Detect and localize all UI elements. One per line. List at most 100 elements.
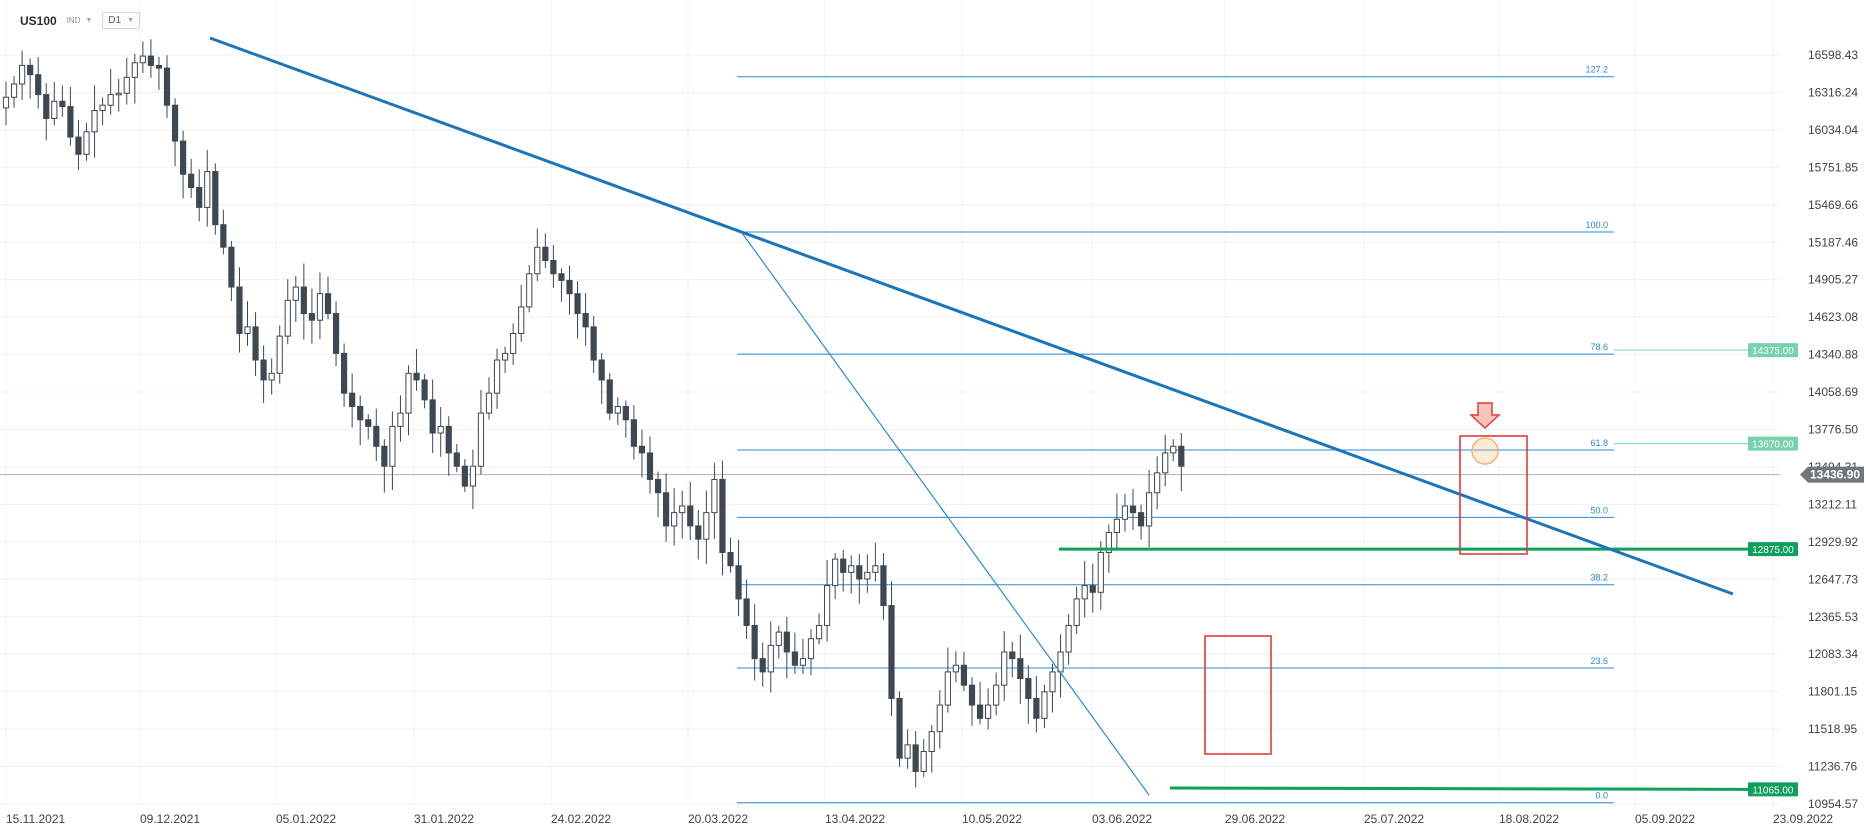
- candle-body: [719, 478, 726, 553]
- candle-body: [341, 352, 348, 394]
- candle-body: [1178, 445, 1185, 467]
- candle-body: [888, 605, 895, 699]
- candle-body: [268, 372, 275, 381]
- candle-body: [791, 651, 798, 666]
- candle-body: [139, 55, 146, 64]
- candle: [896, 691, 903, 767]
- candle: [453, 444, 460, 473]
- x-tick-label: 05.01.2022: [276, 812, 336, 826]
- candle-body: [99, 104, 106, 112]
- candle: [1009, 641, 1016, 678]
- candle-body: [83, 131, 90, 155]
- candle-body: [864, 571, 871, 580]
- candle: [469, 449, 476, 510]
- trendlines: [209, 36, 1734, 796]
- candle: [107, 69, 114, 115]
- candle-body: [204, 171, 211, 208]
- candle: [622, 400, 629, 438]
- fibonacci-level-label: 0.0: [1595, 791, 1608, 801]
- candle: [824, 559, 831, 642]
- highlight-box-june: [1204, 635, 1272, 755]
- candle-body: [743, 598, 750, 626]
- candle-body: [590, 326, 597, 361]
- candle-body: [928, 731, 935, 753]
- candle-body: [1009, 651, 1016, 660]
- candle-body: [67, 106, 74, 138]
- candle: [695, 510, 702, 560]
- candle-body: [155, 64, 163, 69]
- candle: [952, 651, 959, 682]
- candle: [767, 621, 774, 693]
- candle: [292, 275, 299, 322]
- candle-body: [1025, 678, 1032, 699]
- candle-body: [848, 565, 855, 573]
- candle-body: [461, 465, 468, 487]
- candle-body: [35, 74, 42, 96]
- candle-body: [1146, 492, 1153, 527]
- candle-body: [904, 744, 911, 759]
- candle: [1162, 434, 1169, 487]
- candle-body: [1041, 691, 1048, 719]
- main-downtrend-line: [209, 36, 1734, 596]
- instrument-class[interactable]: IND ▼: [67, 16, 93, 25]
- candle-body: [276, 335, 283, 374]
- candle-body: [397, 412, 404, 427]
- candle: [679, 490, 686, 539]
- y-tick-label: 16034.04: [1808, 123, 1858, 137]
- candle-body: [107, 94, 114, 106]
- candle: [807, 629, 815, 676]
- candle: [477, 389, 485, 475]
- level-tag: [1748, 436, 1798, 451]
- candle: [1073, 586, 1080, 635]
- candle-body: [815, 624, 823, 640]
- candle-body: [27, 64, 34, 76]
- x-tick-label: 05.09.2022: [1635, 812, 1695, 826]
- candle-body: [968, 684, 976, 706]
- candle-body: [1137, 512, 1145, 527]
- candle: [936, 690, 943, 749]
- candle-body: [767, 644, 774, 673]
- instrument-class-label: IND: [66, 16, 81, 25]
- candle-body: [284, 299, 291, 337]
- candle: [1065, 614, 1072, 665]
- candle-body: [566, 279, 573, 295]
- y-tick-label: 15751.85: [1808, 160, 1858, 174]
- candle-body: [357, 405, 364, 421]
- candle-body: [228, 246, 235, 288]
- candle-body: [598, 359, 605, 381]
- candle: [324, 276, 332, 320]
- candle-body: [759, 658, 766, 673]
- candle: [51, 81, 58, 126]
- level-tag: [1748, 782, 1798, 797]
- y-tick-label: 11518.95: [1808, 722, 1857, 736]
- candle: [10, 76, 18, 108]
- candle: [550, 245, 557, 288]
- candle-body: [550, 259, 557, 275]
- candle: [115, 79, 122, 112]
- x-tick-label: 18.08.2022: [1499, 812, 1559, 826]
- candle-body: [574, 293, 581, 315]
- candle: [558, 268, 565, 302]
- caret-down-icon: ▼: [127, 17, 135, 24]
- candle-body: [365, 419, 372, 427]
- candle-body: [131, 62, 138, 78]
- candle-body: [920, 751, 927, 772]
- candle: [888, 581, 895, 716]
- candle-body: [671, 512, 678, 527]
- candle: [920, 739, 927, 778]
- fibonacci-level-label: 38.2: [1590, 573, 1608, 583]
- x-tick-label: 10.05.2022: [962, 812, 1022, 826]
- y-tick-label: 12365.53: [1808, 610, 1858, 624]
- timeframe-selector[interactable]: D1 ▼: [102, 12, 141, 29]
- candle-body: [389, 425, 396, 467]
- candle: [228, 240, 235, 302]
- candle: [848, 555, 855, 594]
- candle-body: [679, 505, 686, 514]
- candle: [671, 488, 678, 546]
- level-tag-label: 14375.00: [1752, 346, 1794, 357]
- candle: [976, 681, 984, 725]
- candle: [960, 651, 968, 692]
- candle: [1137, 504, 1145, 540]
